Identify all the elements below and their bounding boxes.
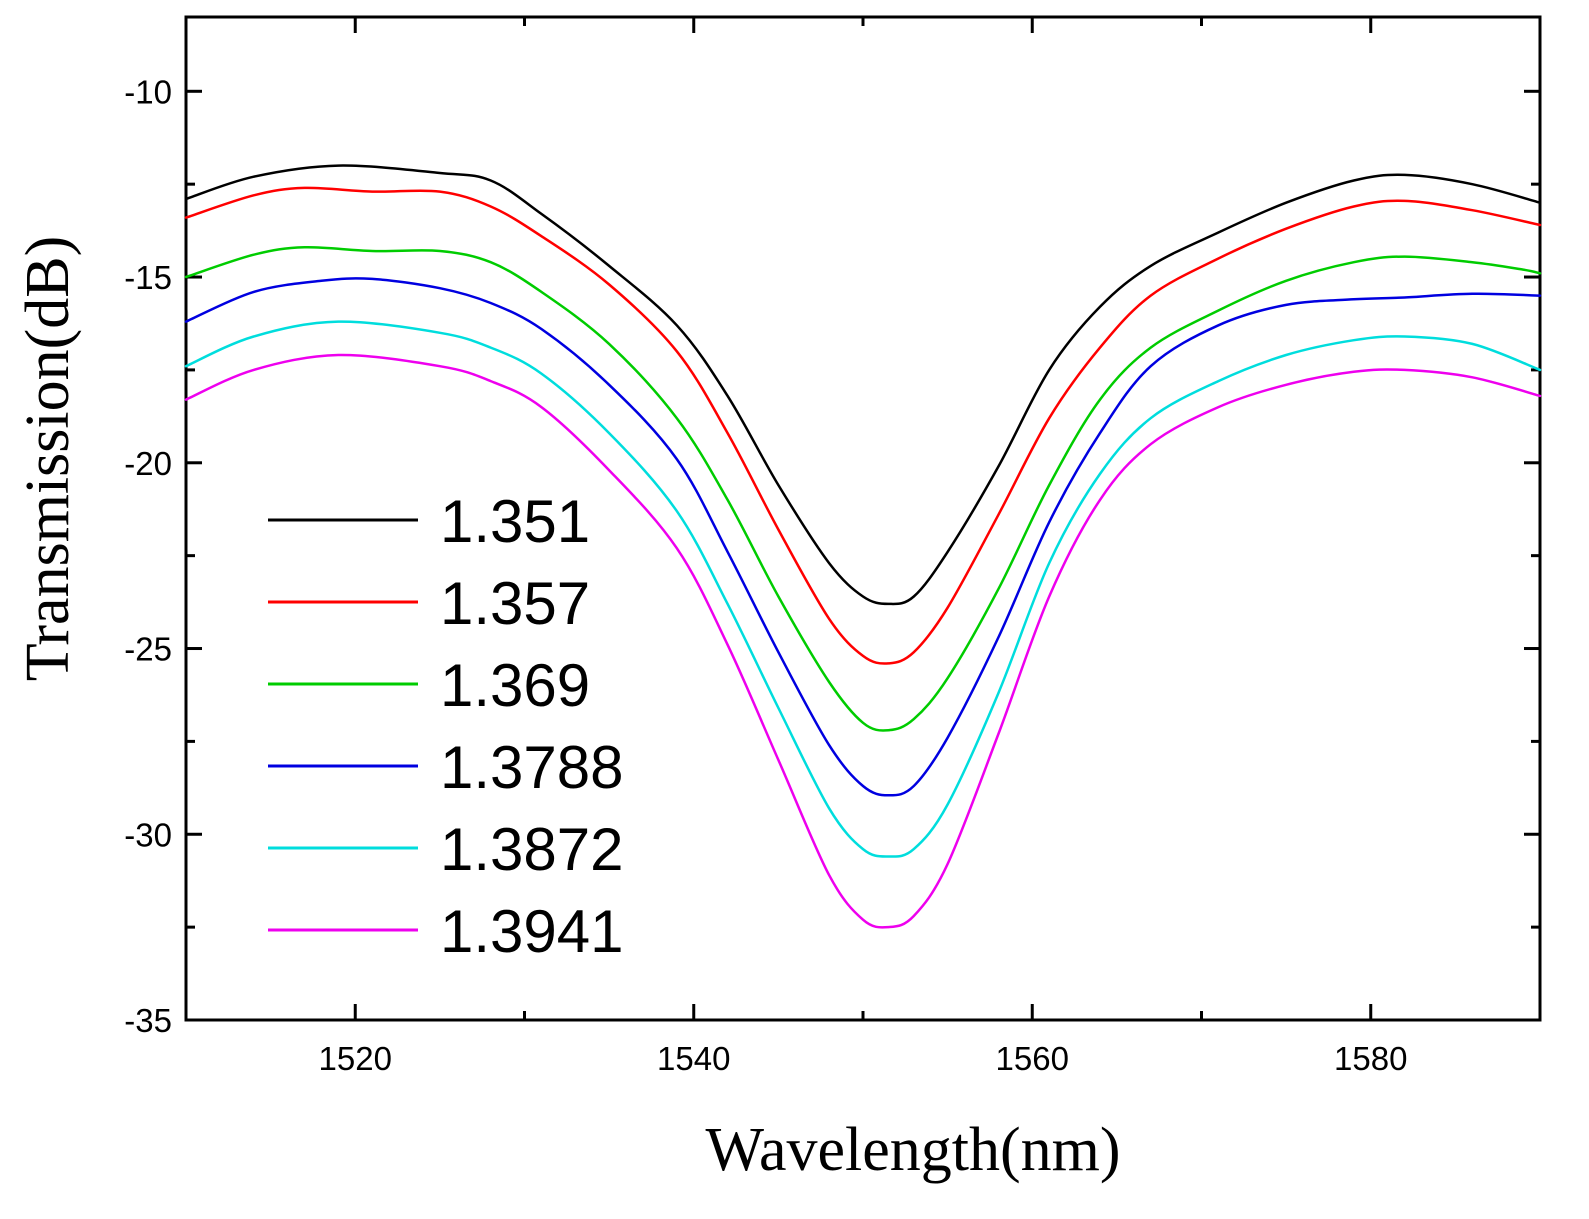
legend-label: 1.351 (440, 488, 590, 555)
y-axis-title: Transmission(dB) (14, 236, 82, 682)
y-tick-label: -30 (124, 816, 172, 853)
y-tick-label: -35 (124, 1002, 172, 1039)
series-line-6 (184, 353, 1542, 929)
y-tick-label: -25 (124, 631, 172, 668)
axis-ticks: 1520 1540 1560 1580 -10 -15 -20 -25 -30 -35 (124, 17, 1542, 1077)
y-tick-label: -15 (124, 259, 172, 296)
series-line-3 (184, 245, 1542, 732)
series-line-4 (184, 277, 1542, 797)
y-tick-label: -10 (124, 73, 172, 110)
series-line-5 (184, 320, 1542, 858)
legend-label: 1.3872 (440, 816, 624, 883)
legend-label: 1.369 (440, 652, 590, 719)
x-tick-label: 1560 (996, 1040, 1069, 1077)
legend-label: 1.3788 (440, 734, 624, 801)
x-axis-title: Wavelength(nm) (705, 1116, 1120, 1184)
x-tick-label: 1520 (319, 1040, 392, 1077)
x-tick-label: 1580 (1334, 1040, 1407, 1077)
x-tick-label: 1540 (657, 1040, 730, 1077)
legend-label: 1.3941 (440, 898, 624, 965)
series-line-1 (184, 164, 1542, 606)
legend: 1.351 1.357 1.369 1.3788 1.3872 1.3941 (268, 488, 624, 965)
y-tick-label: -20 (124, 445, 172, 482)
legend-label: 1.357 (440, 570, 590, 637)
series-layer (184, 164, 1542, 929)
series-line-2 (184, 186, 1542, 665)
